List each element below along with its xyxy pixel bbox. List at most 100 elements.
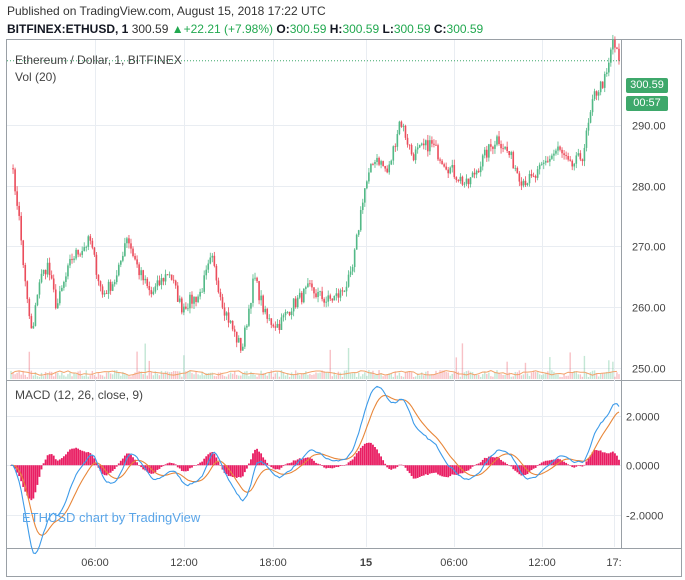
candle-body [134, 255, 136, 260]
volume-bar [105, 372, 108, 379]
candle-body [170, 274, 173, 280]
volume-bar [532, 370, 535, 379]
macd-histogram-bar [327, 465, 330, 468]
macd-histogram-bar [489, 456, 492, 466]
volume-bar [520, 375, 523, 379]
candle-body [514, 167, 517, 169]
volume-bar [396, 375, 399, 379]
candle-body [148, 286, 151, 291]
candle-body [551, 155, 553, 159]
macd-histogram-bar [284, 464, 287, 466]
candle-body [475, 170, 478, 175]
macd-histogram-bar [286, 463, 289, 466]
volume-bar [242, 372, 244, 379]
macd-histogram-bar [601, 452, 604, 466]
candle-body [205, 269, 208, 276]
macd-histogram-bar [512, 465, 515, 470]
volume-bar [534, 371, 537, 379]
candle-body [461, 176, 464, 185]
volume-bar [612, 361, 614, 379]
candle-body [176, 285, 179, 302]
candle-body [140, 270, 142, 276]
candle-body [136, 259, 138, 265]
candle-body [235, 331, 238, 343]
volume-bar [575, 371, 577, 379]
volume-bar [526, 373, 529, 379]
volume-bar [65, 376, 67, 379]
volume-bar [459, 376, 462, 379]
macd-histogram-bar [195, 465, 197, 466]
candle-body [431, 140, 433, 144]
volume-bar [453, 371, 455, 379]
macd-histogram-bar [148, 465, 151, 473]
candle-body [233, 329, 236, 332]
macd-histogram-bar [569, 465, 572, 466]
candle-body [364, 188, 366, 203]
volume-bar [388, 373, 390, 379]
volume-bar [152, 375, 155, 379]
candle-body [618, 48, 620, 61]
candle-body [303, 288, 305, 303]
volume-bar [203, 375, 205, 379]
time-tick-label: 17: [606, 557, 621, 569]
macd-histogram-bar [306, 457, 309, 466]
macd-histogram-bar [571, 465, 574, 468]
candle-body [67, 265, 69, 277]
chart-frame[interactable] [6, 39, 682, 577]
candle-body [307, 283, 309, 288]
volume-bar [498, 373, 500, 379]
volume-bar [61, 372, 63, 379]
macd-histogram-bar [388, 465, 391, 469]
volume-bar [181, 376, 183, 379]
macd-histogram-bar [502, 461, 504, 466]
macd-histogram-bar [339, 465, 342, 467]
macd-histogram-bar [380, 456, 382, 466]
volume-bar [270, 370, 272, 379]
macd-histogram-bar [164, 464, 167, 466]
candle-body [538, 164, 541, 170]
macd-histogram-bar [187, 465, 189, 471]
candle-body [59, 291, 61, 304]
volume-bar [416, 373, 419, 379]
volume-bar [347, 348, 350, 379]
volume-bar [451, 373, 453, 379]
candle-body [229, 320, 232, 323]
candle-body [105, 293, 108, 295]
macd-histogram-bar [422, 465, 425, 476]
candle-body [567, 156, 569, 160]
macd-histogram-bar [203, 458, 206, 466]
macd-histogram-bar [158, 465, 161, 469]
volume-bar [244, 371, 246, 379]
macd-histogram-bar [553, 459, 555, 466]
macd-histogram-bar [107, 465, 110, 474]
volume-bar [504, 374, 506, 379]
candle-body [146, 278, 149, 287]
volume-bar [353, 372, 356, 379]
candle-body [494, 144, 496, 149]
volume-bar [276, 372, 279, 379]
candle-body [443, 164, 445, 167]
macd-histogram-bar [207, 454, 210, 466]
volume-bar [284, 375, 287, 379]
volume-bar [282, 372, 285, 379]
macd-histogram-bar [611, 451, 614, 466]
volume-bar [524, 362, 527, 379]
volume-bar [301, 373, 303, 379]
symbol-name[interactable]: BITFINEX:ETHUSD, 1 [7, 22, 129, 36]
macd-histogram-bar [575, 465, 578, 467]
candle-body [272, 324, 275, 327]
volume-bar [374, 374, 376, 379]
macd-tick-label: 0.0000 [626, 461, 660, 473]
macd-histogram-bar [459, 465, 462, 474]
macd-histogram-bar [123, 455, 126, 466]
candle-body [215, 265, 218, 281]
volume-bar [189, 371, 191, 379]
candle-body [488, 144, 490, 158]
macd-histogram-bar [209, 452, 212, 466]
macd-tick-label: -2.0000 [626, 511, 663, 523]
volume-bar [201, 371, 203, 379]
macd-histogram-bar [479, 462, 482, 466]
volume-bar [404, 371, 407, 379]
candle-body [189, 294, 191, 309]
